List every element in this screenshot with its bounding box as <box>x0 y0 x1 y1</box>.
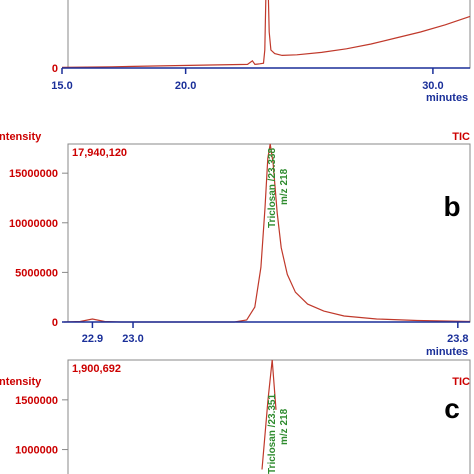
panel-b-xtick-label: 22.9 <box>82 333 103 345</box>
panel-b: intensity TIC 17,940,120 b 0 5000000 10000… <box>0 131 471 358</box>
panel-c-peak-annotation-2: m/z 218 <box>279 408 290 445</box>
panel-b-ytick-label: 15000000 <box>9 168 58 180</box>
panel-a-xtick-label: 15.0 <box>51 80 72 92</box>
panel-c-frame <box>67 359 471 474</box>
panel-a: 15.0 20.0 30.0 0 minutes <box>51 0 471 104</box>
panel-c: intensity TIC 1,900,692 c 1000000 1500000… <box>0 359 471 474</box>
panel-b-xlabel: minutes <box>426 346 468 358</box>
panel-b-tic-label: TIC <box>452 131 470 143</box>
panel-c-max-label: 1,900,692 <box>72 363 121 375</box>
panel-b-xtick-label: 23.0 <box>122 333 143 345</box>
panel-b-xtick-label: 23.8 <box>447 333 468 345</box>
panel-b-peak-annotation-2: m/z 218 <box>279 168 290 205</box>
panel-a-xlabel: minutes <box>426 92 468 104</box>
panel-c-peak-annotation-1: Triclosan /23.351 <box>267 394 278 474</box>
panel-b-peak-annotation-1: Triclosan /23.338 <box>267 148 278 228</box>
panel-c-letter: c <box>444 393 460 424</box>
panel-b-ytick-label: 5000000 <box>15 267 58 279</box>
panel-b-ytick-label: 10000000 <box>9 218 58 230</box>
panel-c-intensity-label: intensity <box>0 376 42 388</box>
panel-c-ytick-label: 1500000 <box>15 395 58 407</box>
panel-b-letter: b <box>443 191 460 222</box>
panel-a-xtick-label: 20.0 <box>175 80 196 92</box>
panel-b-max-label: 17,940,120 <box>72 147 127 159</box>
panel-a-ytick-label: 0 <box>52 63 58 75</box>
panel-c-ytick-label: 1000000 <box>15 445 58 457</box>
panel-b-intensity-label: intensity <box>0 131 42 143</box>
panel-b-ytick-label: 0 <box>52 317 58 329</box>
panel-c-trace <box>261 359 277 470</box>
panel-c-tic-label: TIC <box>452 376 470 388</box>
panel-a-trace <box>61 0 471 68</box>
panel-a-xtick-label: 30.0 <box>422 80 443 92</box>
